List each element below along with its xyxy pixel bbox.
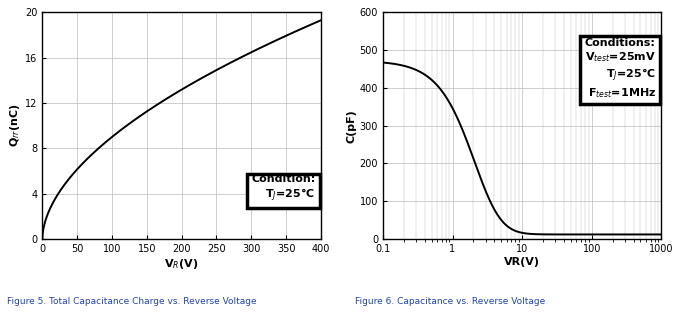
Text: Conditions:
V$_{test}$=25mV
T$_J$=25°C
F$_{test}$=1MHz: Conditions: V$_{test}$=25mV T$_J$=25°C F… — [585, 38, 656, 100]
Text: Figure 6. Capacitance vs. Reverse Voltage: Figure 6. Capacitance vs. Reverse Voltag… — [355, 297, 545, 306]
Text: Figure 5. Total Capacitance Charge vs. Reverse Voltage: Figure 5. Total Capacitance Charge vs. R… — [7, 297, 256, 306]
X-axis label: VR(V): VR(V) — [504, 257, 540, 267]
Y-axis label: C(pF): C(pF) — [346, 109, 357, 143]
Text: Condition:
T$_J$=25°C: Condition: T$_J$=25°C — [251, 174, 315, 204]
Y-axis label: Q$_{rr}$(nC): Q$_{rr}$(nC) — [8, 104, 23, 147]
X-axis label: V$_R$(V): V$_R$(V) — [164, 257, 198, 271]
